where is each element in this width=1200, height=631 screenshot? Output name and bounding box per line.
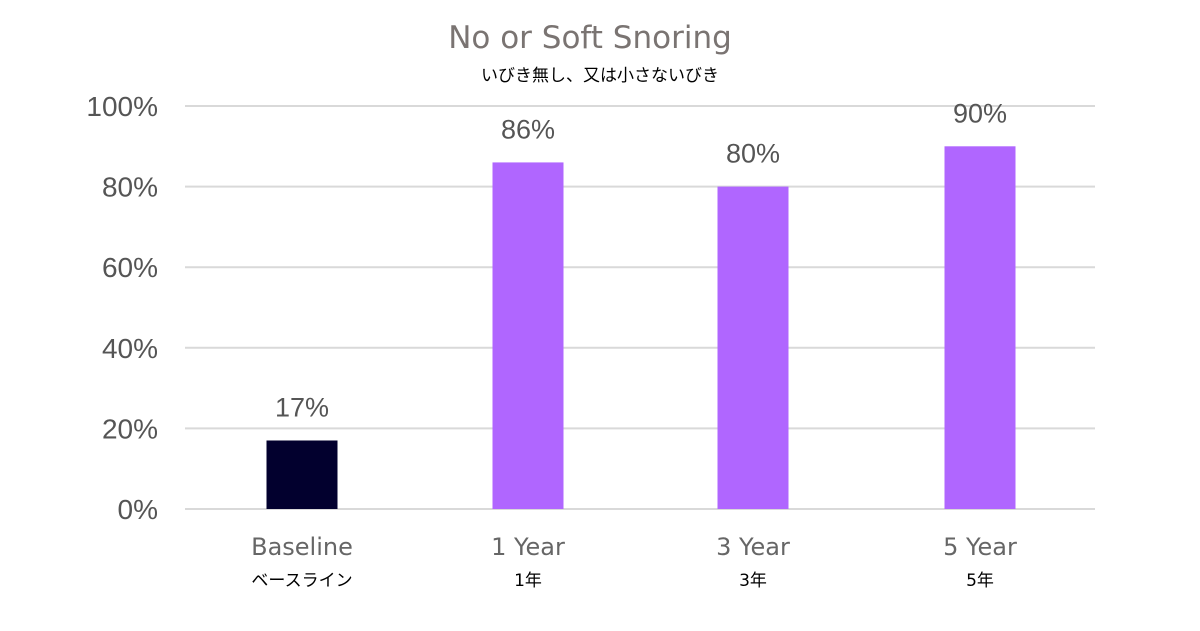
y-tick-label: 60%: [102, 252, 158, 283]
y-tick-label: 0%: [118, 494, 158, 525]
value-label: 90%: [953, 98, 1007, 128]
y-tick-label: 20%: [102, 413, 158, 444]
value-label: 17%: [275, 392, 329, 422]
bar-5-year: [944, 146, 1016, 510]
x-category-label-jp: ベースライン: [251, 571, 352, 591]
bar-3-year: [717, 186, 789, 509]
bars: [266, 146, 1016, 510]
bar-1-year: [492, 162, 564, 510]
bar-baseline: [266, 440, 338, 509]
y-tick-label: 80%: [102, 172, 158, 203]
value-label: 80%: [726, 139, 780, 169]
y-tick-label: 40%: [102, 333, 158, 364]
x-category-label: 5 Year: [943, 533, 1017, 561]
x-category-label: 1 Year: [491, 533, 565, 561]
x-category-label-jp: 1年: [514, 571, 542, 591]
x-axis-categories: Baseline ベースライン 1 Year 1年 3 Year 3年 5 Year 5年: [251, 533, 1017, 591]
x-category-label: Baseline: [251, 533, 353, 561]
x-category-label-jp: 5年: [966, 571, 994, 591]
value-labels: 17% 86% 80% 90%: [275, 98, 1007, 422]
value-label: 86%: [501, 114, 555, 144]
x-category-label-jp: 3年: [739, 571, 767, 591]
chart-subtitle: いびき無し、又は小さないびき: [481, 66, 719, 86]
y-axis-ticks: 0% 20% 40% 60% 80% 100%: [86, 91, 158, 525]
y-tick-label: 100%: [86, 91, 158, 122]
x-category-label: 3 Year: [716, 533, 790, 561]
chart-title: No or Soft Snoring: [448, 20, 732, 56]
